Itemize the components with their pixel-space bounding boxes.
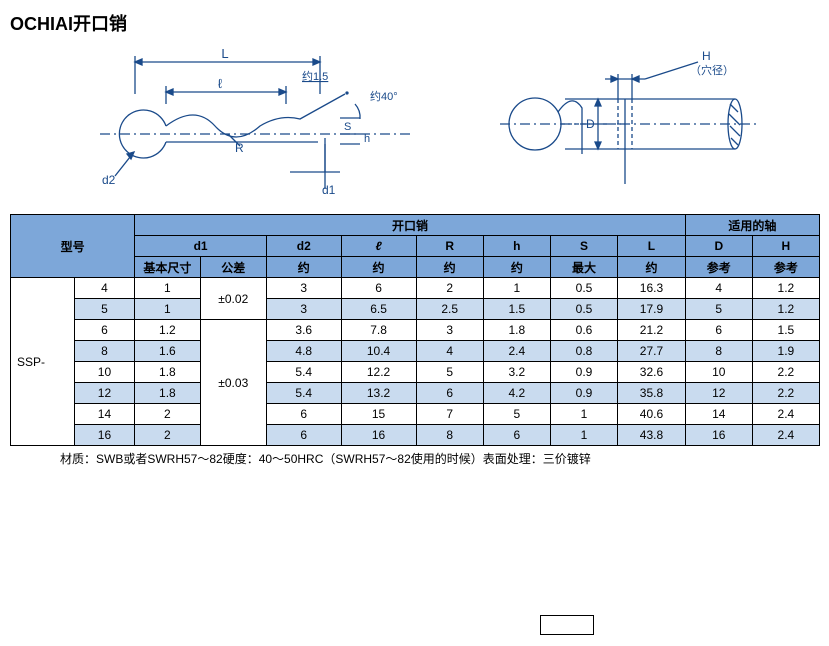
svg-text:约1.5: 约1.5 [302,70,328,83]
svg-text:S: S [344,121,351,133]
svg-text:约40°: 约40° [370,90,398,103]
prefix-cell: SSP- [11,278,75,446]
diagram-right: D H （穴径） [480,44,770,204]
svg-text:ℓ: ℓ [218,76,223,91]
col-D-ref: 参考 [685,257,752,278]
col-model: 型号 [11,215,135,278]
svg-text:D: D [586,117,595,131]
col-H: H [752,236,819,257]
diagram-left: L ℓ R [100,44,420,204]
page-title: OCHIAI开口销 [10,10,829,36]
footnote: 材质：SWB或者SWRH57～82硬度：40～50HRC（SWRH57～82使用… [10,450,829,467]
col-group-main: 开口销 [135,215,686,236]
table-row: 121.85.413.264.20.935.8122.2 [11,383,820,404]
col-R-approx: 约 [416,257,483,278]
col-d1: d1 [135,236,267,257]
col-basic: 基本尺寸 [135,257,200,278]
table-row: 61.2±0.033.67.831.80.621.261.5 [11,320,820,341]
col-H-ref: 参考 [752,257,819,278]
col-L: L [618,236,686,257]
diagrams-region: L ℓ R [10,44,829,204]
table-row: 5136.52.51.50.517.951.2 [11,299,820,320]
svg-text:（穴径）: （穴径） [690,63,734,77]
svg-text:h: h [364,133,370,145]
svg-text:d1: d1 [322,183,336,197]
table-row: 81.64.810.442.40.827.781.9 [11,341,820,362]
col-L-approx: 约 [618,257,686,278]
col-group-shaft: 适用的轴 [685,215,819,236]
col-tol: 公差 [200,257,266,278]
col-l: ℓ [341,236,416,257]
col-d2-approx: 约 [267,257,342,278]
col-h: h [483,236,550,257]
table-row: 101.85.412.253.20.932.6102.2 [11,362,820,383]
table-row: 16261686143.8162.4 [11,425,820,446]
table-row: SSP-41±0.0236210.516.341.2 [11,278,820,299]
col-l-approx: 约 [341,257,416,278]
col-S: S [550,236,617,257]
svg-text:d2: d2 [102,173,116,187]
svg-text:L: L [221,46,228,61]
small-box [540,615,594,635]
table-row: 14261575140.6142.4 [11,404,820,425]
col-d2: d2 [267,236,342,257]
col-D: D [685,236,752,257]
col-R: R [416,236,483,257]
col-S-max: 最大 [550,257,617,278]
svg-text:H: H [702,49,711,63]
col-h-approx: 约 [483,257,550,278]
spec-table: 型号 开口销 适用的轴 d1 d2 ℓ R h S L D H 基本尺寸 公差 … [10,214,820,446]
